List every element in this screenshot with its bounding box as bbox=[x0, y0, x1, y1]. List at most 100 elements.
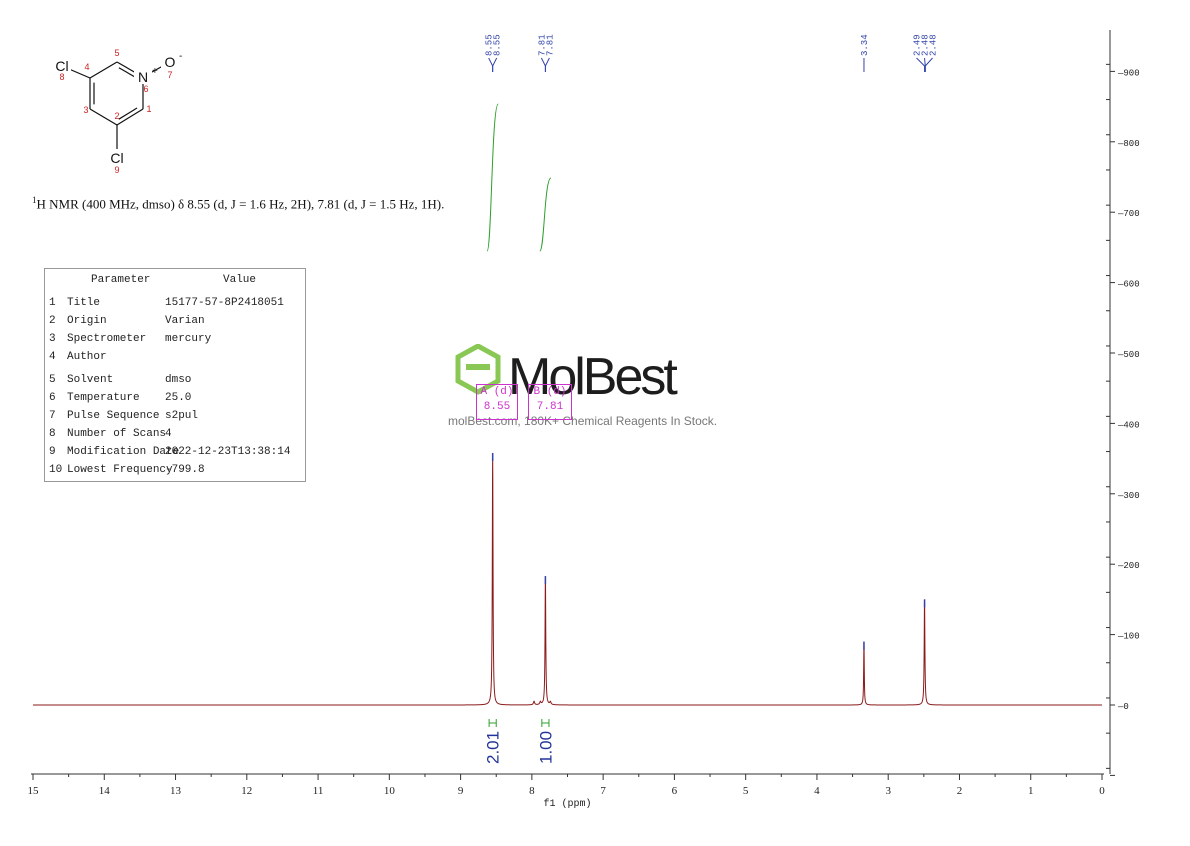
param-name: Number of Scans bbox=[67, 428, 167, 440]
y-tick-label: —800 bbox=[1117, 139, 1140, 149]
caption-superscript: 1 bbox=[32, 195, 37, 205]
y-tick-label: —100 bbox=[1117, 632, 1140, 642]
param-index: 3 bbox=[49, 333, 56, 345]
multiplet-a-shift: 8.55 bbox=[483, 401, 511, 413]
parameter-row: 7 Pulse Sequence s2pul bbox=[45, 408, 305, 425]
param-value: dmso bbox=[165, 374, 192, 386]
parameter-row: 10 Lowest Frequency -799.8 bbox=[45, 462, 305, 479]
atom-background bbox=[108, 149, 126, 165]
spectrum-line bbox=[33, 452, 1102, 706]
param-index: 1 bbox=[49, 297, 56, 309]
atom-number: 1 bbox=[146, 104, 151, 114]
parameter-row: 4 Author bbox=[45, 349, 305, 366]
peak-label-connector bbox=[916, 57, 926, 72]
x-tick-label: 14 bbox=[99, 785, 111, 797]
multiplet-b-letter: B bbox=[533, 386, 541, 398]
param-name: Title bbox=[67, 297, 101, 309]
parameter-row: 6 Temperature 25.0 bbox=[45, 390, 305, 407]
param-name: Pulse Sequence bbox=[67, 410, 160, 422]
param-name: Origin bbox=[67, 315, 107, 327]
param-index: 6 bbox=[49, 392, 56, 404]
x-tick-label: 9 bbox=[458, 785, 464, 797]
atom-charge: - bbox=[179, 51, 182, 62]
double-bond-line bbox=[118, 107, 138, 120]
parameter-row: 3 Spectrometer mercury bbox=[45, 331, 305, 348]
table-header: Parameter Value bbox=[45, 272, 305, 289]
param-value: 15177-57-8P2418051 bbox=[165, 297, 284, 309]
x-tick-label: 1 bbox=[1028, 785, 1034, 797]
atom-charge: + bbox=[152, 66, 158, 77]
peak-shift-label: 2.48 bbox=[921, 34, 931, 56]
atom-number: 7 bbox=[167, 70, 172, 80]
peak-shift-label: 8.55 bbox=[493, 34, 503, 56]
y-tick-label: —400 bbox=[1117, 420, 1140, 430]
x-tick-label: 11 bbox=[313, 785, 324, 797]
multiplet-b-mult: (d) bbox=[546, 386, 567, 398]
multiplet-b-box: B (d) 7.81 bbox=[528, 384, 572, 420]
atom-symbol: Cl bbox=[110, 150, 123, 166]
y-tick-label: —0 bbox=[1117, 702, 1129, 712]
atom-background bbox=[53, 57, 71, 73]
peak-label-connector bbox=[924, 57, 933, 72]
x-tick-label: 0 bbox=[1099, 785, 1105, 797]
parameter-row: 2 Origin Varian bbox=[45, 313, 305, 330]
atom-symbol: Cl bbox=[55, 58, 68, 74]
bond-line bbox=[116, 108, 144, 126]
param-name: Spectrometer bbox=[67, 333, 147, 345]
atom-background bbox=[161, 53, 179, 69]
bond-line bbox=[89, 61, 118, 79]
param-value: 4 bbox=[165, 428, 172, 440]
atom-number: 4 bbox=[84, 62, 89, 72]
watermark-tagline: molBest.com, 180K+ Chemical Reagents In … bbox=[448, 414, 718, 428]
atom-number: 2 bbox=[114, 111, 119, 121]
y-tick-label: —700 bbox=[1117, 209, 1140, 219]
x-tick-label: 2 bbox=[957, 785, 963, 797]
header-value: Value bbox=[223, 274, 257, 286]
parameter-row: 1 Title 15177-57-8P2418051 bbox=[45, 295, 305, 312]
hexagon-logo-icon bbox=[455, 343, 501, 395]
param-name: Temperature bbox=[67, 392, 140, 404]
param-value: 2022-12-23T13:38:14 bbox=[165, 446, 291, 458]
param-index: 2 bbox=[49, 315, 56, 327]
param-name: Author bbox=[67, 351, 107, 363]
x-tick-label: 12 bbox=[241, 785, 252, 797]
peak-shift-label: 3.34 bbox=[860, 34, 870, 56]
param-index: 8 bbox=[49, 428, 56, 440]
atom-symbol: N bbox=[138, 69, 148, 85]
caption-text: H NMR (400 MHz, dmso) δ 8.55 (d, J = 1.6… bbox=[36, 196, 445, 212]
peak-shift-label: 2.48 bbox=[929, 34, 939, 56]
x-axis-label: f1 (ppm) bbox=[543, 798, 591, 810]
x-tick-label: 7 bbox=[600, 785, 606, 797]
integral-value: 2.01 bbox=[484, 731, 503, 764]
nmr-caption: 1H NMR (400 MHz, dmso) δ 8.55 (d, J = 1.… bbox=[32, 195, 444, 212]
param-value: s2pul bbox=[165, 410, 199, 422]
x-tick-label: 13 bbox=[170, 785, 182, 797]
param-index: 5 bbox=[49, 374, 56, 386]
param-value: -799.8 bbox=[165, 464, 205, 476]
x-tick-label: 8 bbox=[529, 785, 535, 797]
peak-shift-label: 8.55 bbox=[485, 34, 495, 56]
param-value: 25.0 bbox=[165, 392, 192, 404]
peak-shift-label: 2.49 bbox=[913, 34, 923, 56]
peak-label-connector bbox=[492, 57, 498, 72]
param-value: Varian bbox=[165, 315, 205, 327]
integral-curve bbox=[486, 103, 499, 252]
integral-value: 1.00 bbox=[536, 731, 555, 764]
multiplet-a-mult: (d) bbox=[493, 386, 514, 398]
param-value: mercury bbox=[165, 333, 212, 345]
multiplet-a-letter: A bbox=[480, 386, 488, 398]
multiplet-b-shift: 7.81 bbox=[536, 401, 564, 413]
parameter-row: 9 Modification Date 2022-12-23T13:38:14 bbox=[45, 444, 305, 461]
multiplet-a-box: A (d) 8.55 bbox=[476, 384, 518, 420]
watermark-logo: MolBest bbox=[454, 343, 754, 406]
param-name: Solvent bbox=[67, 374, 114, 386]
y-tick-label: —900 bbox=[1117, 68, 1140, 78]
header-parameter: Parameter bbox=[91, 274, 151, 286]
y-tick-label: —600 bbox=[1117, 280, 1140, 290]
x-tick-label: 4 bbox=[814, 785, 820, 797]
atom-background bbox=[134, 68, 152, 84]
parameter-table: Parameter Value 1 Title 15177-57-8P2418051… bbox=[44, 268, 306, 482]
integral-curve bbox=[539, 177, 552, 252]
